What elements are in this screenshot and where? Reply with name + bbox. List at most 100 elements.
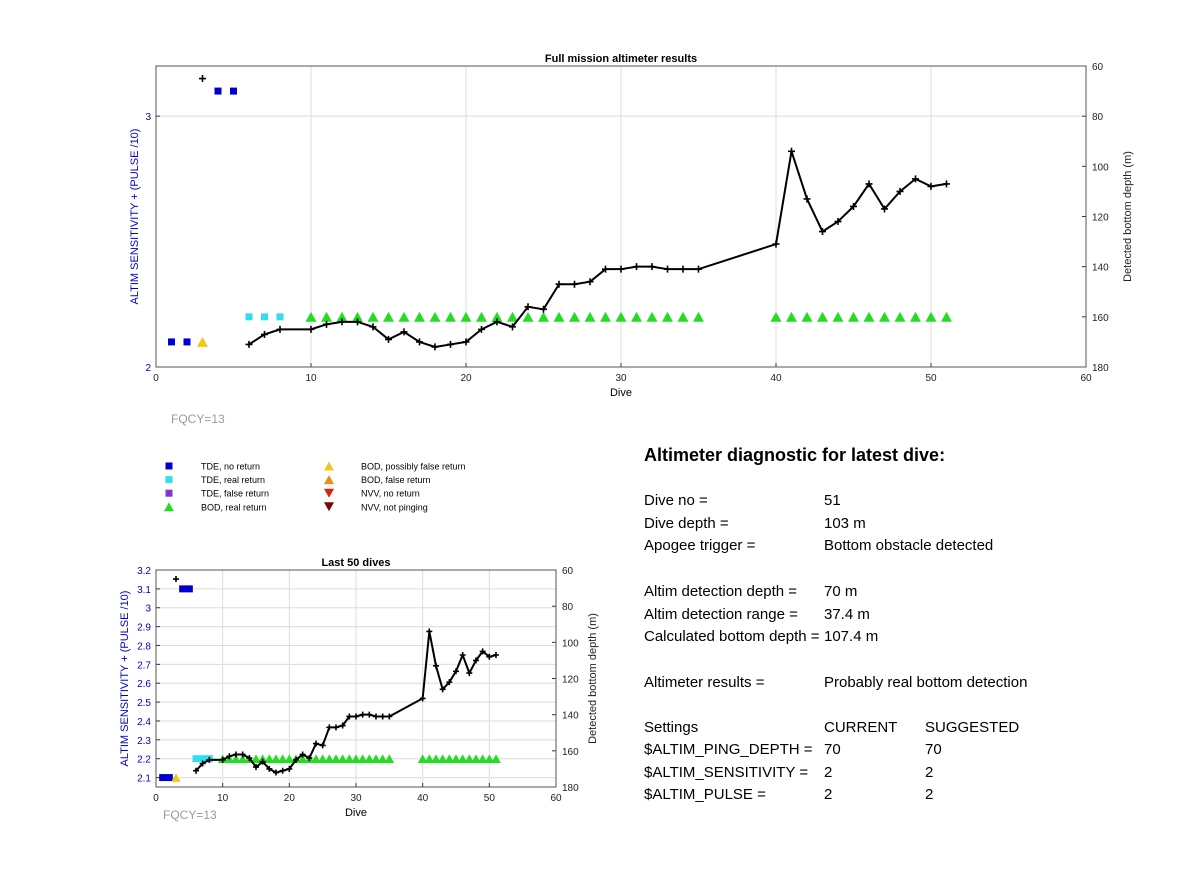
- marker-triangle: [417, 754, 428, 764]
- y-axis-label-right: Detected bottom depth (m): [1122, 151, 1134, 282]
- y-tick-label-right: 140: [1092, 263, 1109, 274]
- bottom-depth-point: [338, 318, 346, 326]
- bottom-depth-point: [896, 187, 904, 195]
- frequency-annotation: FQCY=13: [171, 412, 225, 426]
- bottom-depth-point: [540, 305, 547, 313]
- bottom-depth-point: [416, 338, 423, 346]
- y-tick-label-left: 2.8: [137, 641, 151, 652]
- bottom-depth-point: [927, 182, 935, 190]
- y-tick-label-left: 3: [145, 604, 151, 615]
- x-axis-label: Dive: [610, 387, 632, 399]
- bottom-depth-point: [679, 265, 687, 273]
- diagnostic-row-cell: Dive no =: [644, 492, 708, 509]
- bottom-depth-point: [478, 325, 485, 333]
- marker-triangle: [476, 311, 487, 322]
- marker-triangle: [352, 311, 363, 322]
- diagnostic-row-cell: Altimeter results =: [644, 674, 765, 691]
- bottom-depth-point: [648, 263, 656, 271]
- bottom-depth-point: [366, 711, 373, 718]
- diagnostic-row-cell: Calculated bottom depth =: [644, 628, 820, 645]
- marker-triangle: [305, 311, 317, 322]
- marker-triangle: [171, 773, 181, 782]
- bottom-depth-point: [459, 651, 466, 658]
- x-tick-label: 40: [417, 793, 429, 804]
- bottom-depth-point: [279, 767, 286, 774]
- altimeter-diagnostic-panel: Altimeter diagnostic for latest dive: Di…: [644, 445, 1164, 803]
- bottom-depth-point: [772, 240, 780, 248]
- y-axis-label-left: ALTIM SENSITIVITY + (PULSE /10): [129, 129, 141, 305]
- frequency-annotation: FQCY=13: [163, 808, 217, 822]
- bottom-depth-point: [433, 662, 439, 669]
- bottom-depth-point: [307, 325, 315, 333]
- y-tick-label-left: 2.4: [137, 717, 151, 728]
- marker-square: [159, 774, 167, 782]
- marker-legend: TDE, no return TDE, real return TDE, false…: [164, 461, 466, 512]
- marker-triangle: [464, 754, 475, 764]
- bottom-depth-point: [273, 769, 279, 776]
- marker-triangle: [364, 754, 375, 764]
- y-tick-label-left: 2.5: [137, 698, 151, 709]
- bottom-depth-point: [353, 713, 359, 720]
- y-tick-label-right: 60: [1092, 62, 1104, 73]
- legend-label: BOD, possibly false return: [361, 462, 466, 472]
- marker-triangle: [491, 754, 501, 764]
- marker-square: [183, 338, 191, 346]
- y-tick-label-left: 2.7: [137, 660, 151, 671]
- marker-triangle: [271, 754, 281, 764]
- x-tick-label: 30: [615, 373, 627, 384]
- bottom-depth-point: [524, 303, 532, 311]
- bottom-depth-point: [695, 265, 702, 273]
- marker-triangle: [231, 754, 241, 764]
- marker-triangle: [457, 754, 468, 764]
- marker-triangle: [460, 311, 472, 322]
- y-tick-label-right: 100: [1092, 162, 1109, 173]
- y-tick-label-left: 2.6: [137, 679, 151, 690]
- diagnostic-row-cell: 37.4 m: [824, 606, 870, 623]
- marker-triangle: [662, 311, 673, 322]
- bottom-depth-point: [319, 742, 326, 749]
- marker-triangle: [477, 754, 488, 764]
- bottom-depth-point: [313, 740, 319, 747]
- marker-triangle: [377, 754, 388, 764]
- bottom-depth-point: [369, 323, 377, 331]
- y-tick-label-left: 2.3: [137, 736, 151, 747]
- marker-triangle: [569, 311, 580, 322]
- settings-row-cell: 2: [925, 786, 934, 804]
- bottom-depth-point: [473, 657, 479, 664]
- marker-triangle: [197, 336, 208, 347]
- y-tick-label-left: 2.9: [137, 623, 151, 634]
- legend-marker: [164, 502, 174, 512]
- bottom-depth-point: [385, 335, 392, 343]
- bottom-depth-point: [439, 686, 446, 693]
- bottom-depth-point: [245, 340, 253, 348]
- settings-row-cell: 2: [824, 786, 833, 804]
- marker-triangle: [437, 754, 448, 764]
- legend-label: TDE, no return: [201, 462, 260, 472]
- marker-triangle: [646, 311, 658, 322]
- bottom-depth-point: [617, 265, 625, 273]
- settings-row-cell: $ALTIM_SENSITIVITY =: [644, 763, 809, 781]
- bottom-depth-point: [286, 765, 293, 772]
- legend-marker: [324, 488, 334, 498]
- y-tick-label-right: 180: [1092, 363, 1109, 374]
- diagnostic-row-cell: Dive depth =: [644, 515, 729, 532]
- settings-header-cell: CURRENT: [824, 719, 898, 736]
- bottom-depth-point: [486, 653, 493, 660]
- bottom-depth-point: [261, 330, 268, 338]
- bottom-depth-point: [555, 280, 563, 288]
- bottom-depth-point: [881, 205, 888, 213]
- marker-square: [165, 774, 173, 782]
- marker-triangle: [832, 311, 844, 322]
- marker-triangle: [615, 311, 627, 322]
- settings-row-cell: $ALTIM_PING_DEPTH =: [644, 741, 813, 758]
- marker-triangle: [770, 311, 782, 322]
- bottom-depth-point: [493, 318, 501, 326]
- y-tick-label-left: 2: [145, 363, 151, 374]
- legend-marker: [165, 476, 173, 484]
- legend-label: BOD, real return: [201, 502, 267, 512]
- bottom-depth-point: [865, 180, 873, 188]
- bottom-depth-point: [943, 180, 950, 188]
- settings-row-cell: 70: [824, 741, 841, 758]
- y-tick-label-right: 80: [1092, 112, 1104, 123]
- marker-triangle: [431, 754, 441, 764]
